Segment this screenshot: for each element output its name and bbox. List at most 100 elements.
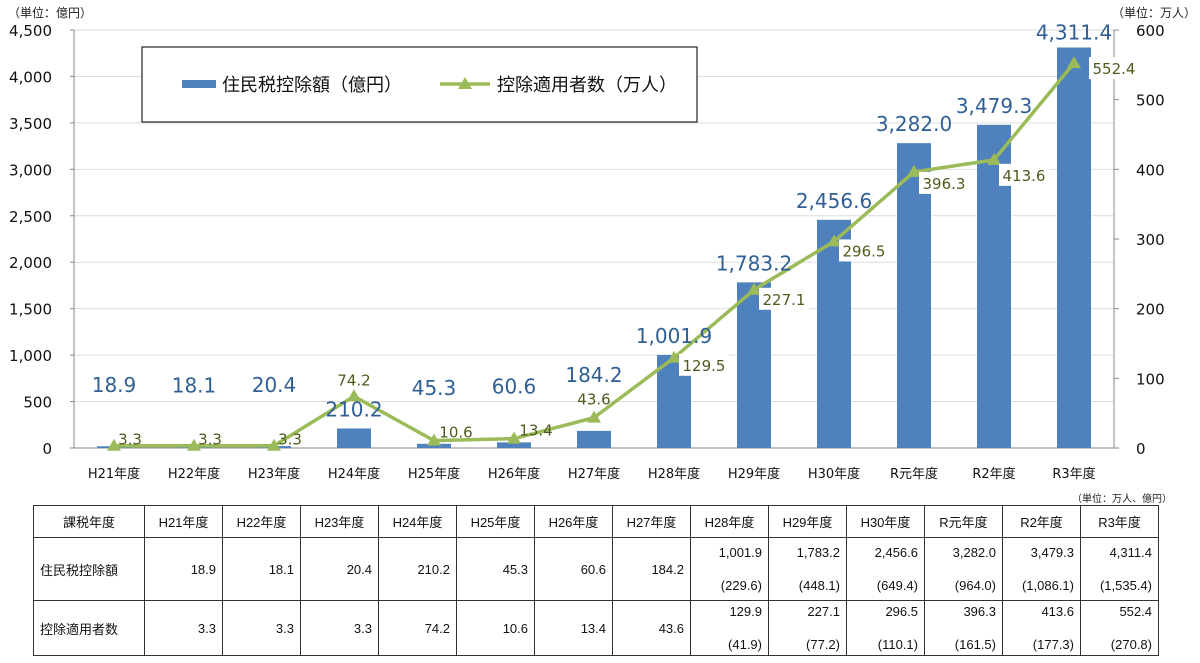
bar-value-label: 18.1: [172, 373, 217, 397]
bar-value-label: 3,479.3: [956, 94, 1032, 118]
table-cell: 396.3 (161.5): [924, 600, 1003, 656]
line-marker: [107, 438, 121, 451]
line-label-bg: [919, 171, 969, 194]
bar: [577, 430, 611, 448]
row-label: 住民税控除額: [33, 537, 145, 601]
x-tick-label: H24年度: [328, 466, 380, 482]
line-value-label: 74.2: [337, 371, 370, 389]
table-cell: 129.9 (41.9): [690, 600, 769, 656]
cell-sub-value: (649.4): [876, 578, 918, 593]
x-tick-label: H30年度: [808, 466, 860, 482]
right-tick-label: 400: [1136, 161, 1165, 179]
line-label-bg: [1089, 57, 1139, 80]
table-cell: 18.9: [144, 537, 223, 601]
line-marker: [267, 438, 281, 451]
cell-value: 413.6: [1041, 604, 1074, 619]
bar: [737, 282, 771, 448]
bar: [1057, 47, 1091, 448]
table-cell: 18.1: [222, 537, 301, 601]
right-tick-label: 600: [1136, 22, 1165, 40]
cell-sub-value: (77.2): [806, 637, 840, 652]
table-header-cell: H29年度: [768, 505, 847, 538]
right-tick-label: 500: [1136, 92, 1165, 110]
table-header-cell: H23年度: [300, 505, 379, 538]
line-value-label: 43.6: [577, 391, 610, 409]
bar-value-label: 4,311.4: [1036, 21, 1112, 45]
bar: [897, 143, 931, 448]
left-tick-label: 2,500: [9, 208, 52, 226]
table-cell: 184.2: [612, 537, 691, 601]
table-cell: 43.6: [612, 600, 691, 656]
line-marker: [827, 234, 841, 247]
left-tick-label: 1,500: [9, 301, 52, 319]
left-tick-label: 4,500: [9, 22, 52, 40]
bar-value-label: 60.6: [492, 374, 537, 398]
data-table: 課税年度 H21年度 H22年度 H23年度 H24年度 H25年度 H26年度 H27年度 H…: [33, 505, 1159, 656]
bar-value-label: 1,783.2: [716, 251, 792, 275]
cell-value: 552.4: [1119, 604, 1152, 619]
table-cell: 13.4: [534, 600, 613, 656]
line-label-bg: [999, 163, 1049, 186]
bar-value-label: 3,282.0: [876, 112, 952, 136]
table-unit: （単位：万人、億円）: [1072, 494, 1172, 505]
table-cell: 10.6: [456, 600, 535, 656]
cell-value: 129.9: [729, 604, 762, 619]
x-tick-label: H23年度: [248, 466, 300, 482]
bar: [337, 428, 371, 448]
cell-sub-value: (1,535.4): [1099, 578, 1152, 593]
table-header-cell: H30年度: [846, 505, 925, 538]
table-header-cell: R2年度: [1002, 505, 1081, 538]
left-axis-unit: （単位：億円）: [8, 6, 93, 20]
table-cell: 60.6: [534, 537, 613, 601]
table-cell: 45.3: [456, 537, 535, 601]
legend-bar-label: 住民税控除額（億円）: [222, 75, 402, 96]
bar-value-label: 184.2: [565, 363, 622, 387]
line-value-label: 552.4: [1093, 60, 1136, 78]
left-tick-label: 500: [23, 394, 52, 412]
bar-value-label: 210.2: [325, 397, 382, 421]
right-tick-label: 300: [1136, 231, 1165, 249]
cell-sub-value: (270.8): [1110, 637, 1152, 652]
table-header-cell: H22年度: [222, 505, 301, 538]
table-header-cell: R元年度: [924, 505, 1003, 538]
x-tick-label: R元年度: [890, 466, 938, 482]
cell-sub-value: (964.0): [954, 578, 996, 593]
bar: [417, 443, 451, 448]
line-marker: [667, 350, 681, 363]
left-tick-label: 3,000: [9, 161, 52, 179]
left-tick-label: 1,000: [9, 347, 52, 365]
table-cell: 3.3: [222, 600, 301, 656]
table-cell: 3,282.0 (964.0): [924, 537, 1003, 601]
right-tick-label: 0: [1136, 440, 1146, 458]
row-label: 控除適用者数: [33, 600, 145, 656]
table-header-cell: H27年度: [612, 505, 691, 538]
line-marker: [907, 164, 921, 177]
line-label-bg: [679, 353, 729, 376]
line-label-bg: [759, 287, 809, 310]
line-value-label: 13.4: [519, 422, 552, 440]
line-marker: [587, 410, 601, 423]
cell-sub-value: (177.3): [1032, 637, 1074, 652]
x-tick-label: H25年度: [408, 466, 460, 482]
cell-value: 2,456.6: [874, 545, 918, 560]
x-tick-label: H22年度: [168, 466, 220, 482]
cell-value: 1,001.9: [718, 545, 762, 560]
right-tick-label: 200: [1136, 301, 1165, 319]
table-cell: 3.3: [300, 600, 379, 656]
table-cell: 552.4 (270.8): [1080, 600, 1159, 656]
bar-value-label: 18.9: [92, 373, 137, 397]
left-tick-label: 0: [42, 440, 52, 458]
line-value-label: 3.3: [198, 431, 222, 449]
line-value-label: 413.6: [1003, 167, 1046, 185]
bar-value-label: 1,001.9: [636, 324, 712, 348]
table-header-cell: H28年度: [690, 505, 769, 538]
cell-value: 296.5: [885, 604, 918, 619]
bar-value-label: 20.4: [252, 373, 297, 397]
cell-sub-value: (161.5): [954, 637, 996, 652]
x-tick-label: R2年度: [972, 466, 1015, 482]
table-cell: 3,479.3 (1,086.1): [1002, 537, 1081, 601]
table-header-cell: H24年度: [378, 505, 457, 538]
x-tick-label: H27年度: [568, 466, 620, 482]
cell-value: 3,282.0: [952, 545, 996, 560]
